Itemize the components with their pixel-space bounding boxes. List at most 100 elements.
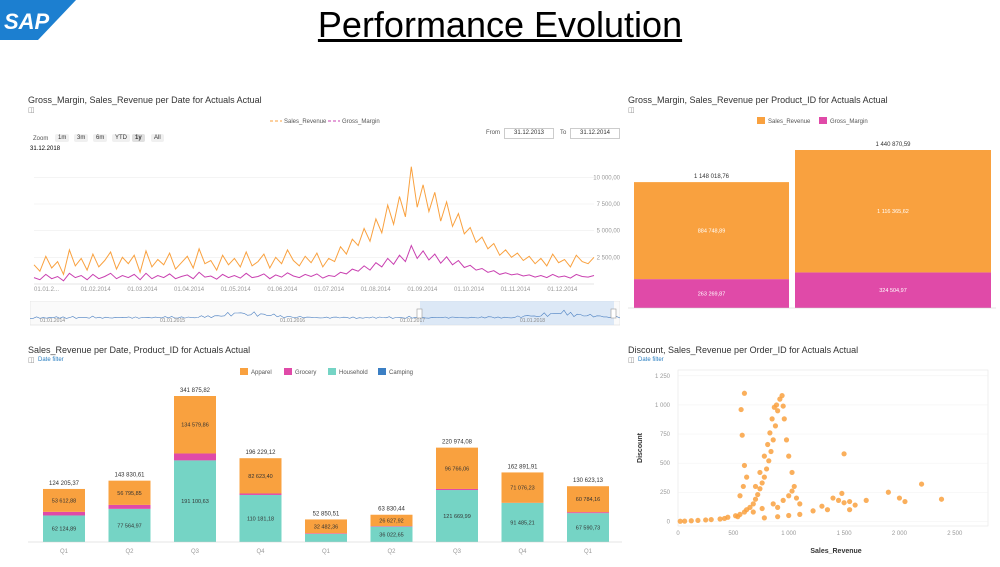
navigator-selection[interactable] [420,301,614,325]
scatter-point[interactable] [682,518,688,524]
bar-segment-grocery[interactable] [370,526,413,527]
bar-segment-apparel[interactable] [174,396,216,454]
navigator-handle-right[interactable] [610,308,617,319]
scatter-point[interactable] [750,501,756,507]
scatter-point[interactable] [902,498,908,505]
bar-segment-apparel[interactable] [108,480,151,505]
scatter-point[interactable] [761,474,767,480]
scatter-point[interactable] [841,451,847,457]
scatter-point[interactable] [741,390,748,396]
bar-gross-margin[interactable] [634,279,789,308]
scatter-point[interactable] [761,453,767,459]
panel2-info-icon[interactable]: ◫ [628,107,635,114]
scatter-point[interactable] [863,497,869,503]
scatter-point[interactable] [738,406,744,413]
scatter-point[interactable] [752,496,759,502]
scatter-point[interactable] [789,469,795,476]
panel4-info-icon[interactable]: ◫ [628,357,635,364]
scatter-point[interactable] [759,480,765,486]
scatter-point[interactable] [896,495,903,501]
scatter-point[interactable] [918,481,925,487]
scatter-point[interactable] [766,458,772,464]
scatter-point[interactable] [735,514,741,520]
scatter-point[interactable] [786,453,792,459]
scatter-point[interactable] [835,497,842,503]
scatter-point[interactable] [797,501,803,507]
zoom-button-all[interactable]: All [151,134,164,142]
scatter-point[interactable] [775,408,781,414]
to-date-input[interactable]: 31.12.2014 [570,128,620,139]
bar-segment-grocery[interactable] [108,504,151,509]
scatter-point[interactable] [741,462,748,469]
scatter-point[interactable] [938,496,945,502]
scatter-point[interactable] [839,490,845,497]
scatter-point[interactable] [780,497,786,503]
scatter-point[interactable] [769,416,775,422]
scatter-point[interactable] [695,517,701,524]
bar-segment-grocery[interactable] [174,453,216,461]
bar-segment-grocery[interactable] [43,511,85,516]
scatter-point[interactable] [824,507,831,513]
zoom-button-ytd[interactable]: YTD [112,134,130,142]
scatter-point[interactable] [830,495,836,501]
scatter-point[interactable] [708,516,714,523]
scatter-point[interactable] [750,509,756,515]
scatter-point[interactable] [740,483,746,490]
bar-segment-household[interactable] [239,494,282,542]
scatter-point[interactable] [688,518,694,524]
scatter-point[interactable] [770,437,776,443]
panel1-info-icon[interactable]: ◫ [28,107,35,114]
panel3-date-filter[interactable]: Date filter [38,357,64,363]
scatter-point[interactable] [819,503,825,509]
scatter-point[interactable] [852,502,858,508]
scatter-point[interactable] [781,416,787,422]
line-chart[interactable]: 2 500,00 5 000,00 7 500,00 10 000,00 01.01.2… [28,152,622,292]
panel3-info-icon[interactable]: ◫ [28,357,35,364]
bar-segment-apparel[interactable] [567,486,609,513]
quarter-stacked-bar-chart[interactable]: 53 612,88 62 124,89 124 205,37 Q1 56 795,85 7… [28,382,622,560]
zoom-button-6m[interactable]: 6m [93,134,108,142]
bar-segment-household[interactable] [174,460,216,542]
scatter-point[interactable] [755,491,761,498]
bar-sales-revenue[interactable] [634,182,789,280]
scatter-point[interactable] [768,448,774,455]
bar-segment-grocery[interactable] [567,512,609,514]
scatter-point[interactable] [757,486,763,492]
scatter-point[interactable] [739,432,745,438]
bar-segment-grocery[interactable] [239,493,282,495]
scatter-point[interactable] [721,515,728,522]
scatter-point[interactable] [791,483,797,490]
scatter-point[interactable] [847,498,853,505]
series-line-gross_margin[interactable] [33,244,595,282]
bar-segment-household[interactable] [108,508,151,542]
scatter-point[interactable] [783,437,790,443]
bar-segment-household[interactable] [436,490,478,542]
from-date-input[interactable]: 31.12.2013 [504,128,554,139]
zoom-button-1m[interactable]: 1m [55,134,70,142]
scatter-point[interactable] [810,508,816,514]
scatter-point[interactable] [737,493,743,499]
scatter-point[interactable] [775,514,781,520]
scatter-point[interactable] [779,393,785,399]
scatter-point[interactable] [847,507,853,513]
scatter-point[interactable] [752,483,759,490]
bar-segment-apparel[interactable] [501,472,544,503]
product-bar-chart[interactable]: 263 269,87 884 748,89 1 148 018,76 324 504,… [628,138,996,313]
series-line-sales_revenue[interactable] [33,166,595,276]
scatter-point[interactable] [677,518,683,524]
scatter-point[interactable] [885,489,891,495]
scatter-point[interactable] [841,500,847,506]
bar-sales-revenue[interactable] [795,150,991,273]
bar-segment-apparel[interactable] [43,488,85,512]
scatter-point[interactable] [757,469,763,476]
scatter-point[interactable] [780,403,786,409]
scatter-point[interactable] [759,505,765,512]
bar-segment-household[interactable] [501,502,544,542]
navigator-handle-left[interactable] [416,308,423,319]
scatter-point[interactable] [775,504,781,510]
bar-segment-grocery[interactable] [305,533,347,534]
scatter-point[interactable] [773,402,780,408]
scatter-point[interactable] [703,517,709,523]
bar-segment-apparel[interactable] [305,519,347,534]
scatter-point[interactable] [797,511,803,517]
